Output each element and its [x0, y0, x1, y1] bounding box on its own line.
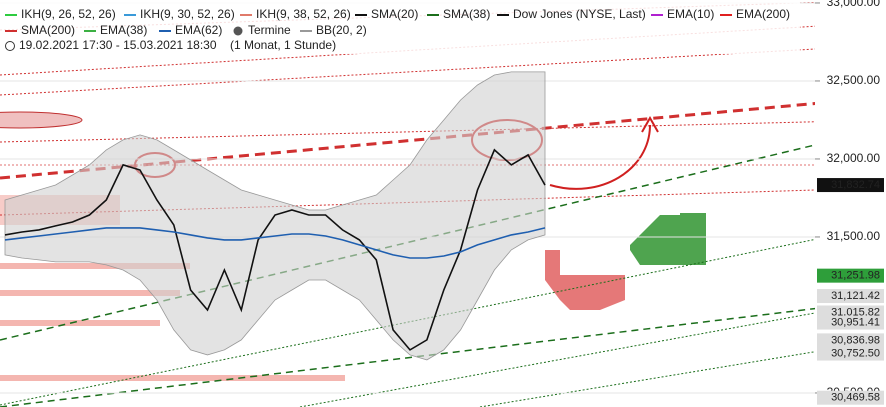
- trend-line: [0, 127, 886, 341]
- legend-bg: [0, 0, 800, 54]
- period: 19.02.2021 17:30 - 15.03.2021 18:30: [19, 38, 217, 52]
- legend-icon: [233, 26, 243, 36]
- price-marker: 31,832.74: [817, 178, 884, 193]
- price-marker-bg: [817, 289, 884, 304]
- y-tick-label: 32,000.00: [827, 151, 881, 165]
- trend-line: [0, 299, 886, 407]
- y-tick-label: 33,000.00: [827, 0, 881, 9]
- price-marker-label: 31,832.74: [831, 179, 880, 191]
- legend-label: Dow Jones (NYSE, Last): [513, 7, 646, 21]
- volume-zone: [0, 320, 160, 326]
- arrow: [549, 124, 651, 190]
- price-marker-label: 30,752.50: [831, 347, 880, 359]
- price-marker-bg: [817, 346, 884, 361]
- price-marker: 30,752.50: [817, 346, 884, 361]
- price-marker-label: 31,251.98: [831, 270, 880, 282]
- price-marker: 30,951.41: [817, 315, 884, 330]
- volume-zone: [0, 375, 345, 381]
- legend-label: EMA(62): [175, 23, 222, 37]
- legend-label: EMA(200): [736, 7, 790, 21]
- clock-icon: [5, 41, 15, 51]
- y-tick-label: 32,500.00: [827, 73, 881, 87]
- volume-zone: [0, 290, 180, 296]
- price-marker: 31,251.98: [817, 268, 884, 283]
- legend: 19.02.2021 17:30 - 15.03.2021 18:30 (1 M…: [0, 0, 800, 54]
- price-marker-bg: [817, 315, 884, 330]
- legend-label: IKH(9, 38, 52, 26): [256, 7, 351, 21]
- price-marker-label: 30,469.58: [831, 392, 880, 404]
- price-marker-label: 30,951.41: [831, 316, 880, 328]
- legend-label: Termine: [248, 23, 291, 37]
- price-marker-bg: [817, 268, 884, 283]
- series-line: [4, 148, 546, 351]
- cloud-green: [630, 213, 706, 265]
- price-marker-label: 31,015.82: [831, 306, 880, 318]
- price-marker: 30,836.98: [817, 333, 884, 348]
- trend-line: [479, 339, 886, 407]
- legend-label: SMA(20): [371, 7, 418, 21]
- zone-ellipse: [0, 111, 83, 129]
- legend-label: SMA(200): [21, 23, 75, 37]
- price-marker-bg: [817, 333, 884, 348]
- trend-line: [299, 299, 886, 407]
- legend-label: BB(20, 2): [316, 23, 367, 37]
- price-marker: 31,121.42: [817, 289, 884, 304]
- price-marker-bg: [817, 390, 884, 405]
- legend-label: EMA(38): [100, 23, 147, 37]
- interval: (1 Monat, 1 Stunde): [230, 38, 336, 52]
- y-axis: 33,000.0032,500.0032,000.0031,500.0030,5…: [815, 0, 884, 405]
- price-marker-bg: [817, 178, 884, 193]
- arrow-head: [641, 115, 659, 133]
- price-marker-label: 30,836.98: [831, 334, 880, 346]
- legend-label: SMA(38): [443, 7, 490, 21]
- legend-label: IKH(9, 30, 52, 26): [140, 7, 235, 21]
- legend-label: IKH(9, 26, 52, 26): [21, 7, 116, 21]
- legend-label: EMA(10): [667, 7, 714, 21]
- price-marker: 30,469.58: [817, 390, 884, 405]
- volume-zone: [0, 263, 190, 269]
- price-marker-label: 31,121.42: [831, 290, 880, 302]
- series-line: [4, 227, 546, 259]
- y-tick-label: 31,500.00: [827, 229, 881, 243]
- cloud-red: [545, 250, 625, 310]
